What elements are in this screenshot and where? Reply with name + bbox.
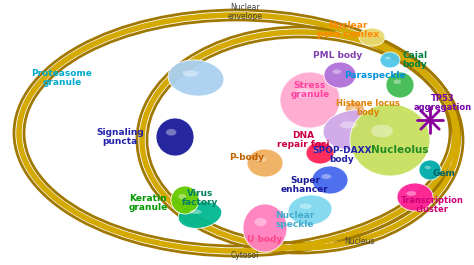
Text: U body: U body [247, 236, 283, 245]
Text: Histone locus
body: Histone locus body [336, 99, 400, 117]
Text: Nuclear
pore comlex: Nuclear pore comlex [317, 21, 379, 39]
Ellipse shape [256, 157, 266, 162]
Text: Nucleolus: Nucleolus [371, 145, 429, 155]
Ellipse shape [313, 148, 321, 152]
Ellipse shape [255, 218, 267, 226]
Ellipse shape [323, 110, 387, 150]
Ellipse shape [247, 149, 283, 177]
Ellipse shape [306, 142, 334, 164]
Ellipse shape [190, 209, 201, 214]
Text: Virus
factory: Virus factory [182, 189, 218, 207]
Ellipse shape [166, 129, 176, 136]
Text: SPOP-DAXX
body: SPOP-DAXX body [312, 146, 372, 164]
Ellipse shape [332, 69, 341, 74]
Text: Paraspeckle: Paraspeckle [344, 70, 406, 80]
Ellipse shape [345, 102, 365, 118]
Ellipse shape [243, 204, 287, 252]
Ellipse shape [280, 72, 340, 128]
Text: Stress
granule: Stress granule [291, 81, 329, 99]
Ellipse shape [178, 202, 222, 228]
Ellipse shape [340, 121, 357, 129]
Text: Proteasome
granule: Proteasome granule [32, 69, 92, 87]
Ellipse shape [178, 194, 186, 199]
Text: PML body: PML body [313, 51, 363, 60]
Ellipse shape [288, 195, 332, 225]
Text: Super
enhancer: Super enhancer [281, 176, 329, 194]
Ellipse shape [406, 191, 416, 196]
Text: Signaling
puncta: Signaling puncta [96, 128, 144, 146]
Text: P-body: P-body [229, 153, 264, 162]
Ellipse shape [366, 33, 373, 36]
Text: Nuclear
envelope: Nuclear envelope [228, 3, 263, 21]
Ellipse shape [385, 57, 391, 59]
Text: TP53
aggregation: TP53 aggregation [414, 94, 472, 112]
Text: Keratin
granule: Keratin granule [128, 194, 168, 212]
Ellipse shape [171, 186, 199, 214]
Ellipse shape [350, 104, 430, 176]
Text: DNA
repair foci: DNA repair foci [277, 131, 329, 149]
Ellipse shape [312, 166, 348, 194]
Ellipse shape [321, 174, 331, 179]
Ellipse shape [296, 88, 312, 98]
Text: Nucleus: Nucleus [345, 237, 375, 246]
Ellipse shape [168, 60, 224, 96]
Ellipse shape [393, 80, 401, 84]
Text: Gem: Gem [433, 169, 456, 178]
Ellipse shape [386, 72, 414, 98]
Text: Transcription
cluster: Transcription cluster [401, 196, 464, 214]
Ellipse shape [419, 160, 441, 180]
Ellipse shape [371, 125, 393, 137]
Ellipse shape [156, 118, 194, 156]
Ellipse shape [182, 70, 198, 77]
Text: Nuclear
speckle: Nuclear speckle [275, 211, 315, 229]
Text: Cajal
body: Cajal body [402, 51, 428, 69]
Ellipse shape [324, 62, 356, 88]
Ellipse shape [380, 52, 400, 68]
Ellipse shape [397, 183, 433, 211]
Text: Cytosol: Cytosol [231, 250, 259, 259]
Ellipse shape [425, 166, 431, 169]
Ellipse shape [300, 204, 311, 209]
Ellipse shape [359, 28, 385, 46]
Ellipse shape [350, 107, 356, 109]
